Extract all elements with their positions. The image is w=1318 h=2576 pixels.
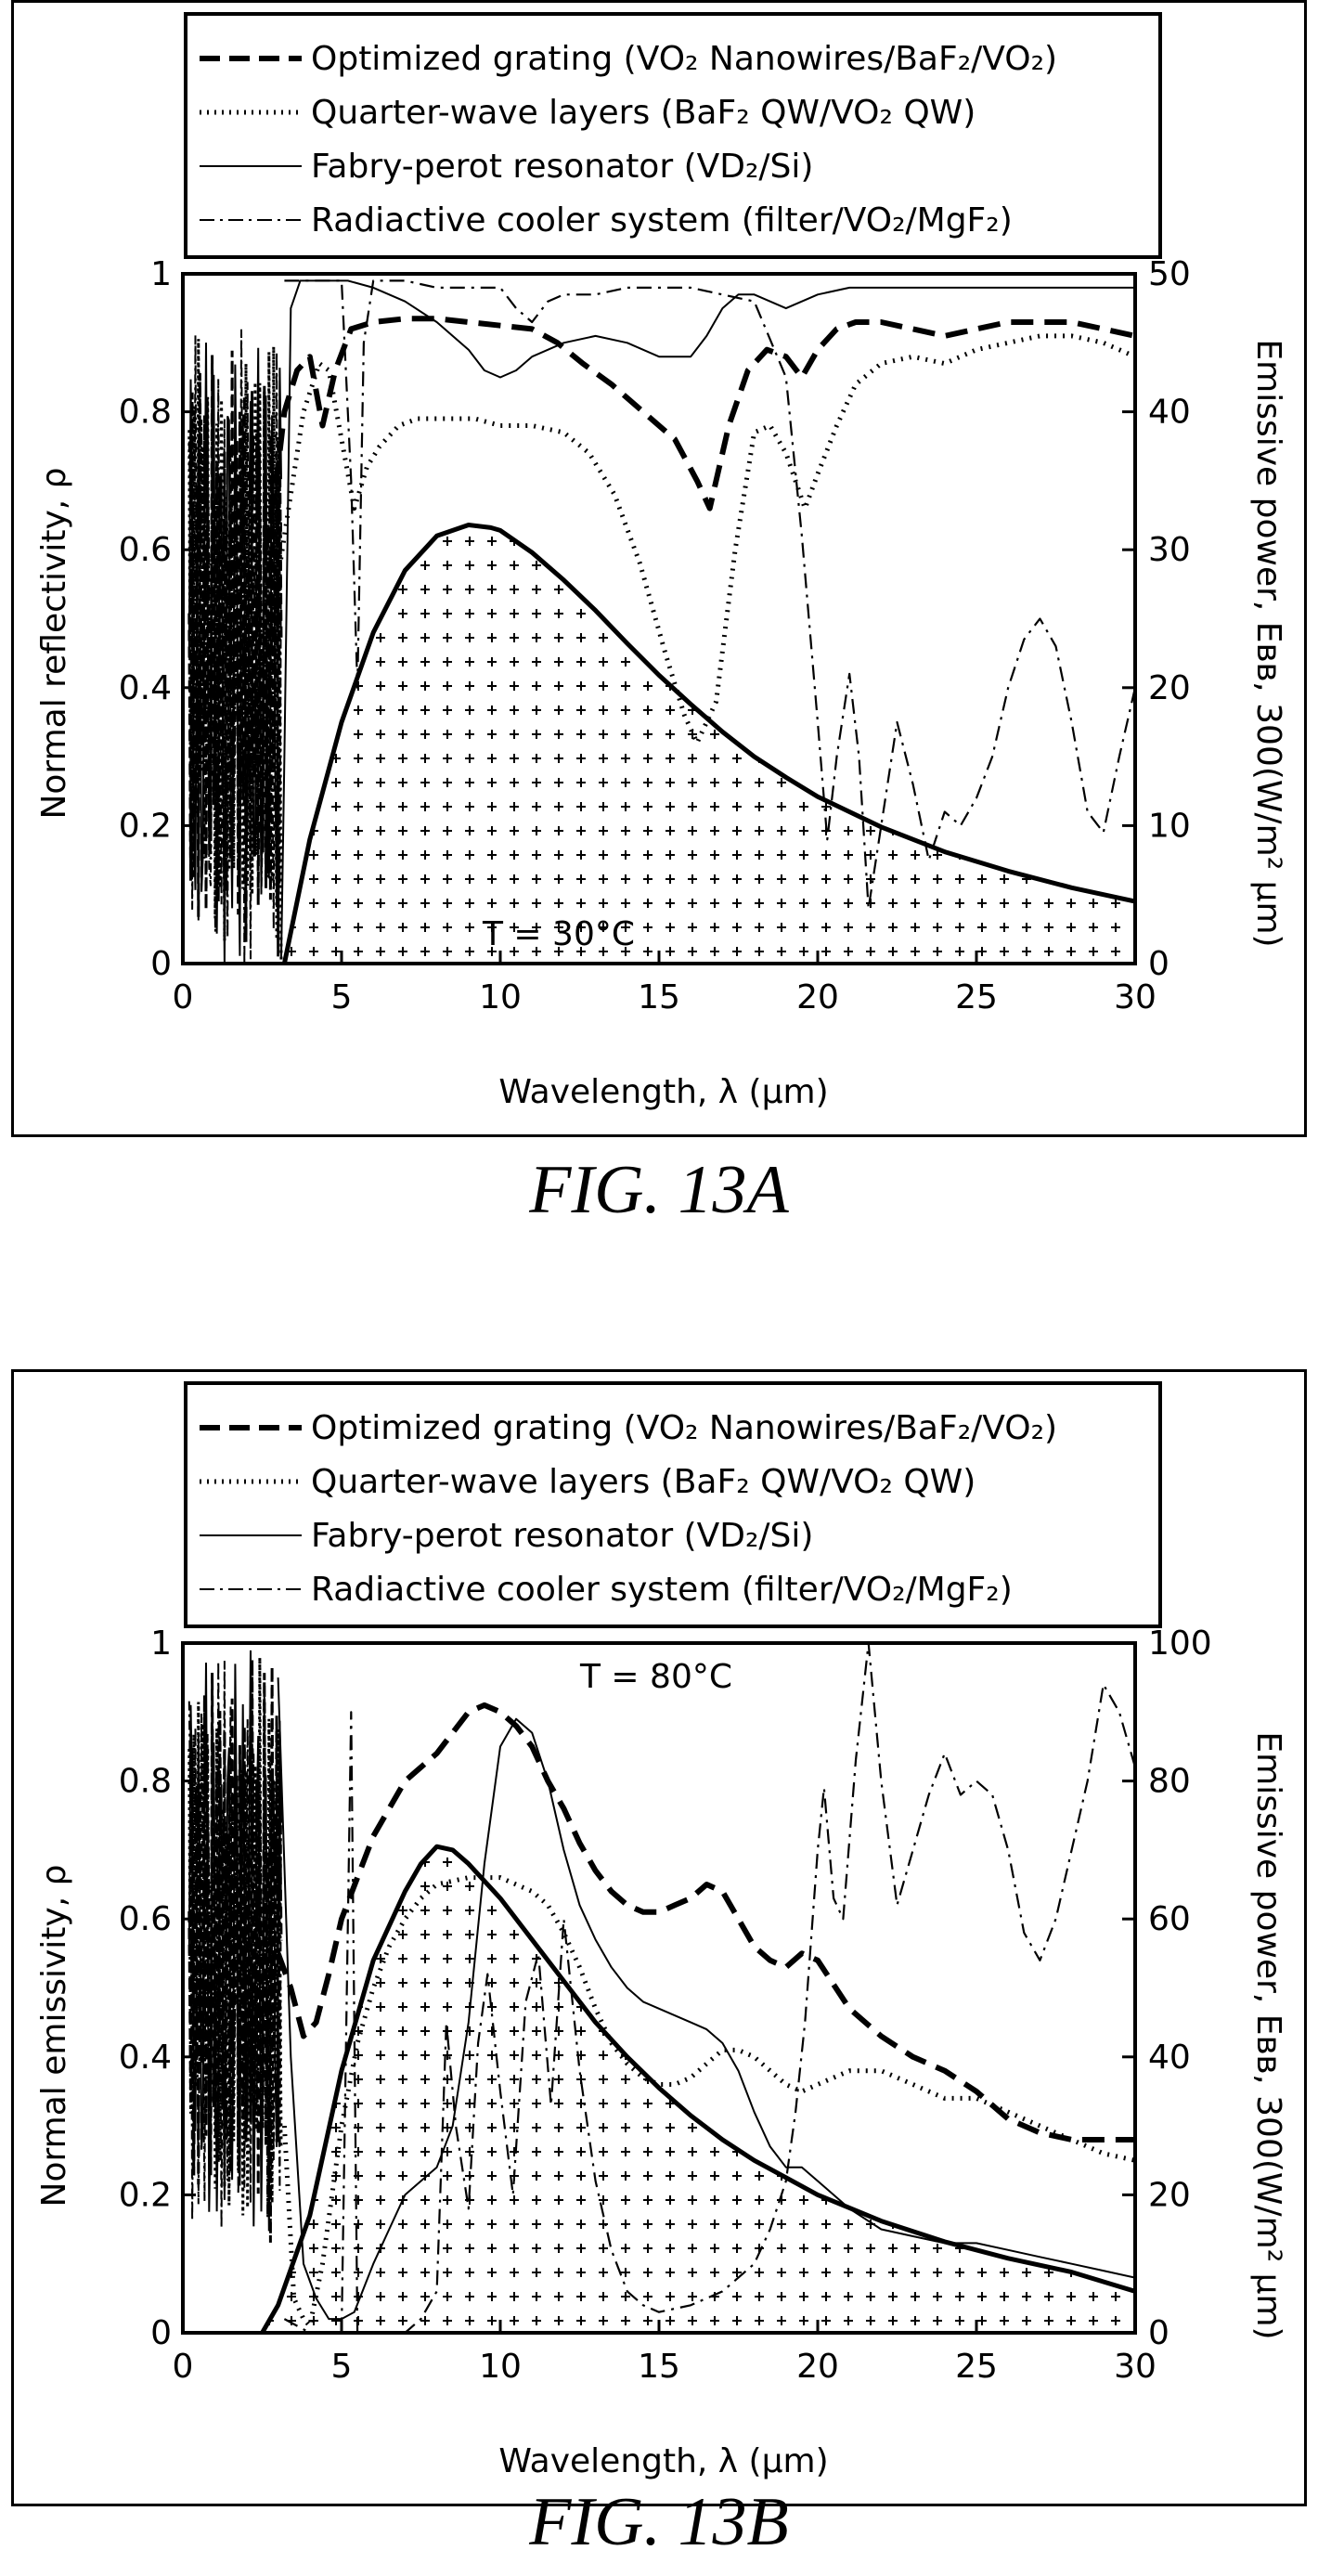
y-axis-left-label: Normal emissivity, ρ <box>35 1865 73 2207</box>
y-axis-left-label: Normal reflectivity, ρ <box>35 467 73 819</box>
legend-label: Fabry-perot resonator (VD₂/Si) <box>311 148 813 186</box>
figure-13a-chart: Optimized grating (VO₂ Nanowires/BaF₂/VO… <box>35 12 1287 1111</box>
figure-13b-panel: Optimized grating (VO₂ Nanowires/BaF₂/VO… <box>11 1369 1307 2506</box>
blackbody-fill-area <box>262 1846 1135 2333</box>
y-left-tick-label: 1 <box>150 255 172 293</box>
temperature-label: T = 80°C <box>579 1658 732 1696</box>
figure-caption: FIG. 13A <box>529 1152 789 1228</box>
y-right-tick-label: 10 <box>1148 807 1191 845</box>
y-axis-right-label: Emissive power, Eʙʙ, 300(W/m² μm) <box>1249 1731 1287 2339</box>
legend-label: Optimized grating (VO₂ Nanowires/BaF₂/VO… <box>311 1409 1057 1447</box>
series-line-blackbody-filled <box>260 1844 1135 2333</box>
y-right-tick-label: 40 <box>1148 394 1191 432</box>
figure-caption: FIG. 13B <box>529 2484 789 2560</box>
y-right-tick-label: 20 <box>1148 2176 1191 2214</box>
x-axis-label: Wavelength, λ (μm) <box>498 2442 828 2480</box>
y-right-tick-label: 50 <box>1148 255 1191 293</box>
y-left-tick-label: 0.2 <box>119 2176 172 2214</box>
legend-label: Fabry-perot resonator (VD₂/Si) <box>311 1517 813 1555</box>
y-right-tick-label: 0 <box>1148 945 1169 983</box>
series-line-solid-thin <box>277 1677 1135 2321</box>
y-left-tick-label: 0.2 <box>119 807 172 845</box>
legend: Optimized grating (VO₂ Nanowires/BaF₂/VO… <box>200 1409 1057 1609</box>
y-left-tick-label: 0.6 <box>119 531 172 569</box>
x-tick-label: 5 <box>331 978 353 1016</box>
legend-box <box>184 12 1162 259</box>
x-tick-label: 0 <box>173 2348 194 2386</box>
oscillation-trace <box>187 329 282 964</box>
legend: Optimized grating (VO₂ Nanowires/BaF₂/VO… <box>200 40 1057 239</box>
legend-label: Quarter-wave layers (BaF₂ QW/VO₂ QW) <box>311 94 976 132</box>
x-tick-label: 25 <box>955 2348 998 2386</box>
temperature-label: T = 30°C <box>482 915 635 953</box>
series-line-dash-dot <box>283 1643 1135 2333</box>
legend-label: Quarter-wave layers (BaF₂ QW/VO₂ QW) <box>311 1463 976 1501</box>
x-tick-label: 20 <box>796 978 839 1016</box>
figure-13b-chart: Optimized grating (VO₂ Nanowires/BaF₂/VO… <box>35 1381 1287 2480</box>
x-tick-label: 10 <box>479 978 522 1016</box>
y-left-tick-label: 0 <box>150 945 172 983</box>
series-line-dashed-heavy <box>275 1702 1135 2142</box>
x-tick-label: 15 <box>638 2348 680 2386</box>
legend-label: Radiactive cooler system (filter/VO₂/MgF… <box>311 1571 1013 1609</box>
figure-13a-panel: Optimized grating (VO₂ Nanowires/BaF₂/VO… <box>11 0 1307 1137</box>
legend-label: Optimized grating (VO₂ Nanowires/BaF₂/VO… <box>311 40 1057 78</box>
y-right-tick-label: 60 <box>1148 1900 1191 1938</box>
x-tick-label: 10 <box>479 2348 522 2386</box>
x-tick-label: 30 <box>1114 2348 1156 2386</box>
oscillation-trace <box>187 1659 283 2243</box>
x-tick-label: 5 <box>331 2348 353 2386</box>
y-left-tick-label: 0.4 <box>119 669 172 707</box>
x-axis-label: Wavelength, λ (μm) <box>498 1073 828 1111</box>
y-left-tick-label: 0.8 <box>119 1763 172 1801</box>
series-line-dotted <box>250 333 1135 745</box>
x-tick-label: 25 <box>955 978 998 1016</box>
legend-box <box>184 1381 1162 1628</box>
legend-label: Radiactive cooler system (filter/VO₂/MgF… <box>311 201 1013 239</box>
series-line-dashed-heavy <box>262 316 1135 550</box>
y-left-tick-label: 1 <box>150 1625 172 1663</box>
y-right-tick-label: 40 <box>1148 2039 1191 2077</box>
y-right-tick-label: 0 <box>1148 2314 1169 2352</box>
x-tick-label: 15 <box>638 978 680 1016</box>
blackbody-fill-area <box>284 524 1135 964</box>
y-right-tick-label: 100 <box>1148 1625 1212 1663</box>
y-left-tick-label: 0.4 <box>119 2039 172 2077</box>
x-tick-label: 20 <box>796 2348 839 2386</box>
oscillation-trace <box>187 350 283 957</box>
series-line-blackbody-filled <box>281 523 1135 964</box>
y-right-tick-label: 30 <box>1148 531 1191 569</box>
x-tick-label: 0 <box>173 978 194 1016</box>
y-left-tick-label: 0.8 <box>119 394 172 432</box>
x-tick-label: 30 <box>1114 978 1156 1016</box>
y-left-tick-label: 0.6 <box>119 1900 172 1938</box>
y-left-tick-label: 0 <box>150 2314 172 2352</box>
y-right-tick-label: 80 <box>1148 1763 1191 1801</box>
series-line-dash-dot <box>284 279 1135 910</box>
y-axis-right-label: Emissive power, Eʙʙ, 300(W/m² μm) <box>1249 339 1287 947</box>
y-right-tick-label: 20 <box>1148 669 1191 707</box>
